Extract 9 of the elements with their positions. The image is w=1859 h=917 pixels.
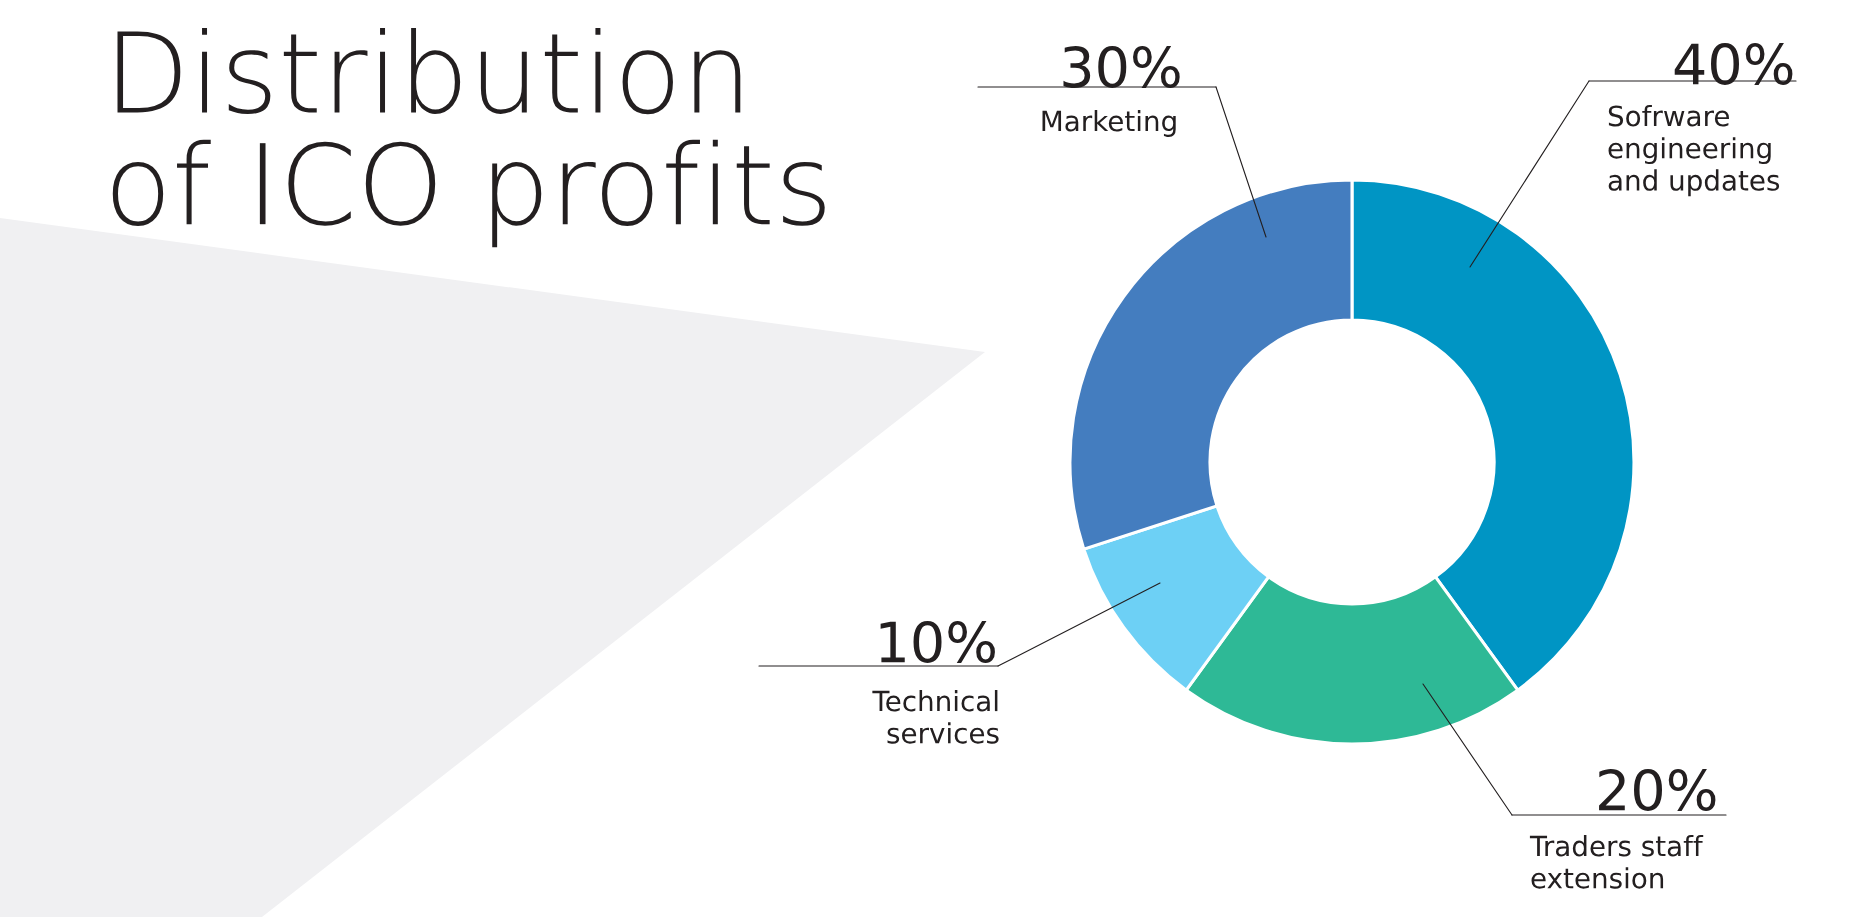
chart-title: Distribution of ICO profits [112, 28, 825, 248]
data-label: 40% [1674, 42, 1793, 85]
slice-label: Technical services [872, 690, 999, 744]
data-label: 10% [880, 620, 995, 663]
slice-label: Sofrware engineering and updates [1608, 105, 1780, 197]
slice-label: Marketing [1042, 110, 1176, 137]
data-label: 30% [1063, 45, 1180, 88]
slice-label: Traders staff extension [1529, 835, 1704, 889]
data-label: 20% [1599, 768, 1716, 811]
